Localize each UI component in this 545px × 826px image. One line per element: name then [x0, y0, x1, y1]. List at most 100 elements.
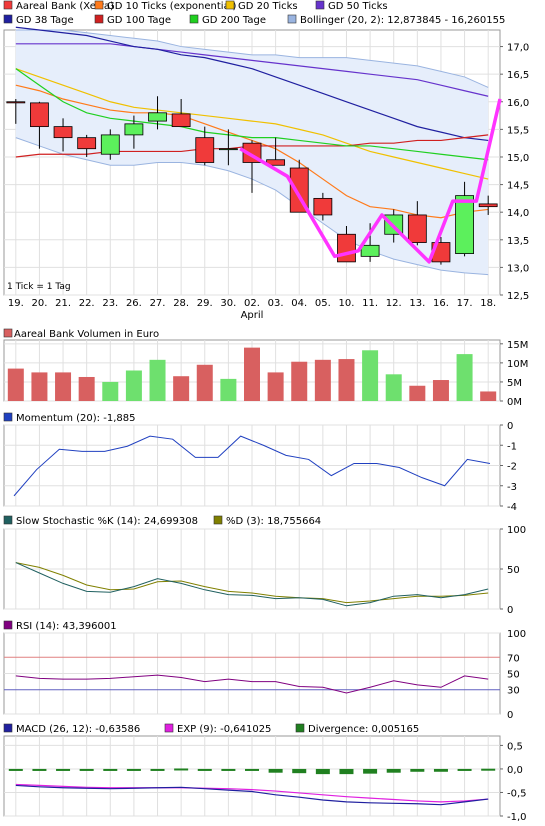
- divergence-bar: [292, 768, 307, 774]
- volume-bar: [409, 385, 426, 401]
- volume-bar: [267, 372, 284, 401]
- legend-swatch: [3, 0, 13, 10]
- divergence-bar: [410, 768, 425, 772]
- x-tick-label: 12.: [386, 298, 402, 309]
- legend-label: GD 10 Ticks (exponential): [107, 1, 236, 12]
- volume-bar: [362, 350, 379, 401]
- divergence-bar: [339, 768, 354, 775]
- legend-label: GD 100 Tage: [107, 15, 171, 26]
- x-tick-label: 29.: [197, 298, 213, 309]
- divergence-bar: [457, 768, 472, 771]
- volume-bar: [7, 368, 24, 401]
- legend-swatch: [189, 14, 199, 24]
- divergence-bar: [433, 768, 448, 772]
- divergence-bar: [315, 768, 330, 775]
- legend-swatch: [287, 14, 297, 24]
- rsi-title: RSI (14): 43,396001: [16, 621, 117, 632]
- price-axis-tick-label: 17,0: [507, 43, 529, 54]
- legend-label: GD 38 Tage: [16, 15, 74, 26]
- rsi-tick-label: 50: [507, 670, 520, 681]
- x-tick-label: 03.: [268, 298, 284, 309]
- divergence-bar: [245, 768, 259, 771]
- candle-body: [53, 126, 73, 139]
- volume-bar: [385, 374, 402, 401]
- exp-line: [15, 783, 489, 803]
- stoch-d-title: %D (3): 18,755664: [226, 516, 321, 527]
- macd-axis-tick-label: -0,5: [507, 788, 527, 799]
- divergence-bar: [197, 768, 212, 771]
- divergence-bar: [103, 768, 118, 771]
- macd-line: [15, 784, 489, 806]
- momentum-title: Momentum (20): -1,885: [16, 413, 135, 424]
- volume-bar: [149, 359, 166, 401]
- x-tick-label: 05.: [315, 298, 331, 309]
- x-tick-label: 30.: [220, 298, 236, 309]
- x-tick-label: 16.: [433, 298, 449, 309]
- legend-label: GD 200 Tage: [202, 15, 266, 26]
- x-tick-label: 11.: [362, 298, 378, 309]
- rsi-band-label: 30: [507, 686, 520, 697]
- legend-swatch: [94, 0, 104, 10]
- divergence-bar: [126, 768, 141, 771]
- price-axis-tick-label: 14,5: [507, 181, 529, 192]
- volume-bar: [173, 376, 190, 401]
- volume-axis-tick-label: 15M: [507, 340, 528, 351]
- momentum-axis-tick-label: -3: [507, 482, 517, 493]
- legend-swatch: [3, 14, 13, 24]
- volume-bar: [291, 361, 308, 401]
- candle-body: [30, 102, 49, 128]
- month-label: April: [241, 310, 264, 321]
- legend-label: GD 50 Ticks: [328, 1, 388, 12]
- rsi-line: [15, 674, 489, 694]
- gd20-line: [15, 68, 489, 180]
- exp-legend-swatch: [164, 723, 174, 733]
- volume-bar: [480, 391, 497, 401]
- candle-body: [171, 113, 191, 128]
- volume-bar: [244, 347, 260, 401]
- stoch-k-legend-swatch: [3, 515, 13, 525]
- x-tick-label: 10.: [339, 298, 355, 309]
- divergence-legend-swatch: [295, 723, 305, 733]
- momentum-axis-tick-label: 0: [507, 421, 513, 432]
- candle-body: [148, 112, 167, 122]
- volume-bar: [432, 380, 449, 401]
- momentum-axis-tick-label: -1: [507, 441, 517, 452]
- legend-swatch: [315, 0, 325, 10]
- bollinger-upper-line: [15, 29, 489, 88]
- macd-axis-tick-label: 0,5: [507, 741, 523, 752]
- x-tick-label: 13.: [409, 298, 425, 309]
- candle-body: [218, 148, 238, 151]
- volume-bar: [338, 359, 355, 401]
- rsi-legend-swatch: [3, 620, 13, 630]
- stoch-d-legend-swatch: [213, 515, 223, 525]
- x-tick-label: 04.: [291, 298, 307, 309]
- rsi-tick-label: 0: [507, 710, 513, 721]
- legend-label: Aareal Bank (Xetra): [16, 1, 114, 12]
- x-tick-label: 21.: [55, 298, 71, 309]
- candle-body: [77, 137, 97, 150]
- divergence-bar: [32, 768, 47, 771]
- candle-body: [313, 197, 333, 216]
- divergence-bar: [56, 768, 71, 771]
- x-tick-label: 02.: [244, 298, 260, 309]
- gd38-line: [15, 26, 489, 142]
- divergence-title: Divergence: 0,005165: [308, 724, 419, 735]
- macd-legend-swatch: [3, 723, 13, 733]
- divergence-bar: [481, 768, 496, 771]
- price-axis-tick-label: 14,0: [507, 208, 529, 219]
- legend-label: GD 20 Ticks: [238, 1, 298, 12]
- gd200-line: [15, 68, 489, 161]
- stoch-k-line: [15, 562, 489, 607]
- divergence-bar: [79, 768, 94, 771]
- divergence-bar: [363, 768, 378, 774]
- price-axis-tick-label: 16,5: [507, 70, 529, 81]
- stoch-axis-tick-label: 100: [507, 525, 526, 536]
- x-tick-label: 28.: [173, 298, 189, 309]
- candle-body: [337, 233, 356, 263]
- divergence-bar: [386, 768, 401, 773]
- x-tick-label: 20.: [31, 298, 47, 309]
- stoch-k-title: Slow Stochastic %K (14): 24,699308: [16, 516, 198, 527]
- candle-body: [407, 214, 427, 243]
- trend-overlay-line: [239, 98, 502, 264]
